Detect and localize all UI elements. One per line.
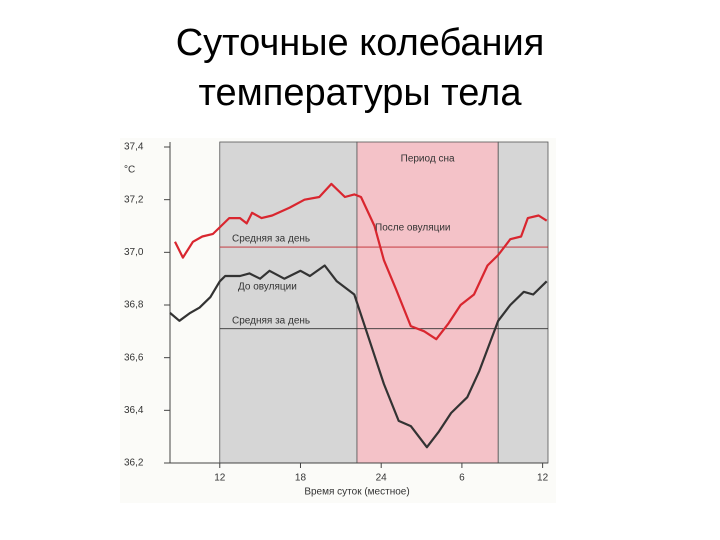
y-tick-label: 37,0 [124,247,144,258]
slide-title: температуры тела [198,72,522,114]
y-tick-label: 36,4 [124,405,144,416]
slide-title: Суточные колебания [175,22,545,64]
temperature-line [174,182,548,341]
y-tick-label: 37,4 [124,142,144,153]
y-tick-label: 36,8 [124,300,144,311]
x-axis-label: Время суток (местное) [304,487,409,498]
average-label: Средняя за день [232,234,310,245]
x-tick-label: 6 [459,473,465,484]
y-unit: °C [124,165,135,176]
shaded-band [356,141,499,464]
y-tick-label: 36,2 [124,458,144,469]
x-tick-label: 18 [295,473,307,484]
series-label: После овуляции [375,223,451,234]
shaded-band [497,141,549,464]
average-label: Средняя за день [232,315,310,326]
series-label: До овуляции [238,282,297,293]
x-tick-label: 24 [376,473,388,484]
x-tick-label: 12 [214,473,226,484]
temperature-line [169,264,548,449]
band-label: Период сна [401,154,455,165]
x-tick-label: 12 [537,473,549,484]
y-tick-label: 37,2 [124,194,144,205]
y-tick-label: 36,6 [124,352,144,363]
